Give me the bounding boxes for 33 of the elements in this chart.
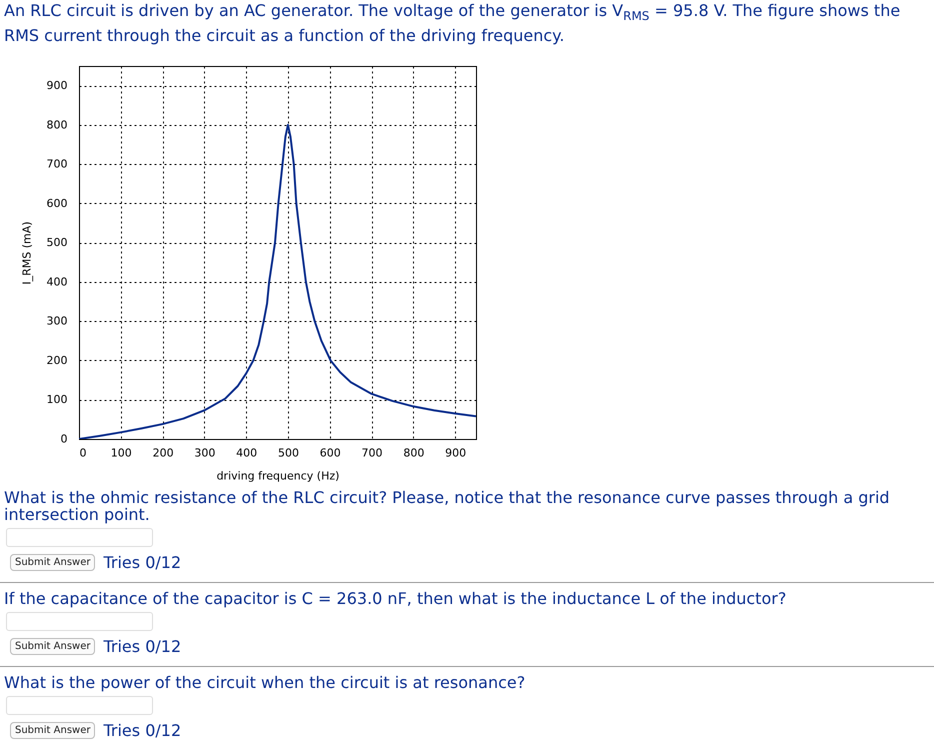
text: Tries 0/12 [103,720,182,740]
text: If the capacitance of the capacitor is C = 263.0 nF, then what is the inductance L of the inductor? [4,589,788,608]
y-tick-label: 0 [60,432,68,446]
x-tick-label: 0 [80,446,86,460]
line-series [79,124,476,439]
x-tick-label: 500 [278,446,299,460]
y-tick-label: 200 [46,354,68,367]
x-tick-label: 700 [362,446,383,460]
y-axis-title: I_RMS (mA) [20,221,34,285]
y-tick-label: 400 [46,275,68,288]
y-tick-label: 500 [46,236,68,250]
chart-title: An RLC circuit is driven by an AC generator. The voltage of the generator is V$_{RMS}$ = 95.8 V. The figure shows the RMS current through the circuit as a function of the driving frequency. [4,1,900,46]
text: Submit Answer [10,554,96,570]
x-axis-title: driving frequency (Hz) [216,470,340,482]
x-tick-label: 200 [152,446,174,460]
text: Submit Answer [10,722,96,738]
x-tick-label: 900 [445,446,466,460]
x-tick-label: 600 [320,446,341,460]
y-tick-label: 900 [46,79,68,92]
text: What is the ohmic resistance of the RLC circuit? Please, notice that the resonance curve passes through a grid intersection point. [4,488,891,524]
x-tick-label: 300 [194,446,216,460]
x-tick-label: 400 [236,446,258,460]
y-tick-label: 300 [46,314,68,328]
x-tick-label: 800 [403,446,424,460]
text: What is the power of the circuit when the circuit is at resonance? [4,673,526,692]
y-tick-label: 600 [46,196,68,210]
text: Tries 0/12 [103,636,182,656]
y-tick-label: 800 [46,118,68,132]
y-tick-label: 100 [46,393,68,406]
text: Tries 0/12 [103,552,182,572]
y-tick-label: 700 [46,158,68,171]
text: Submit Answer [10,638,96,654]
x-tick-label: 100 [110,446,132,460]
